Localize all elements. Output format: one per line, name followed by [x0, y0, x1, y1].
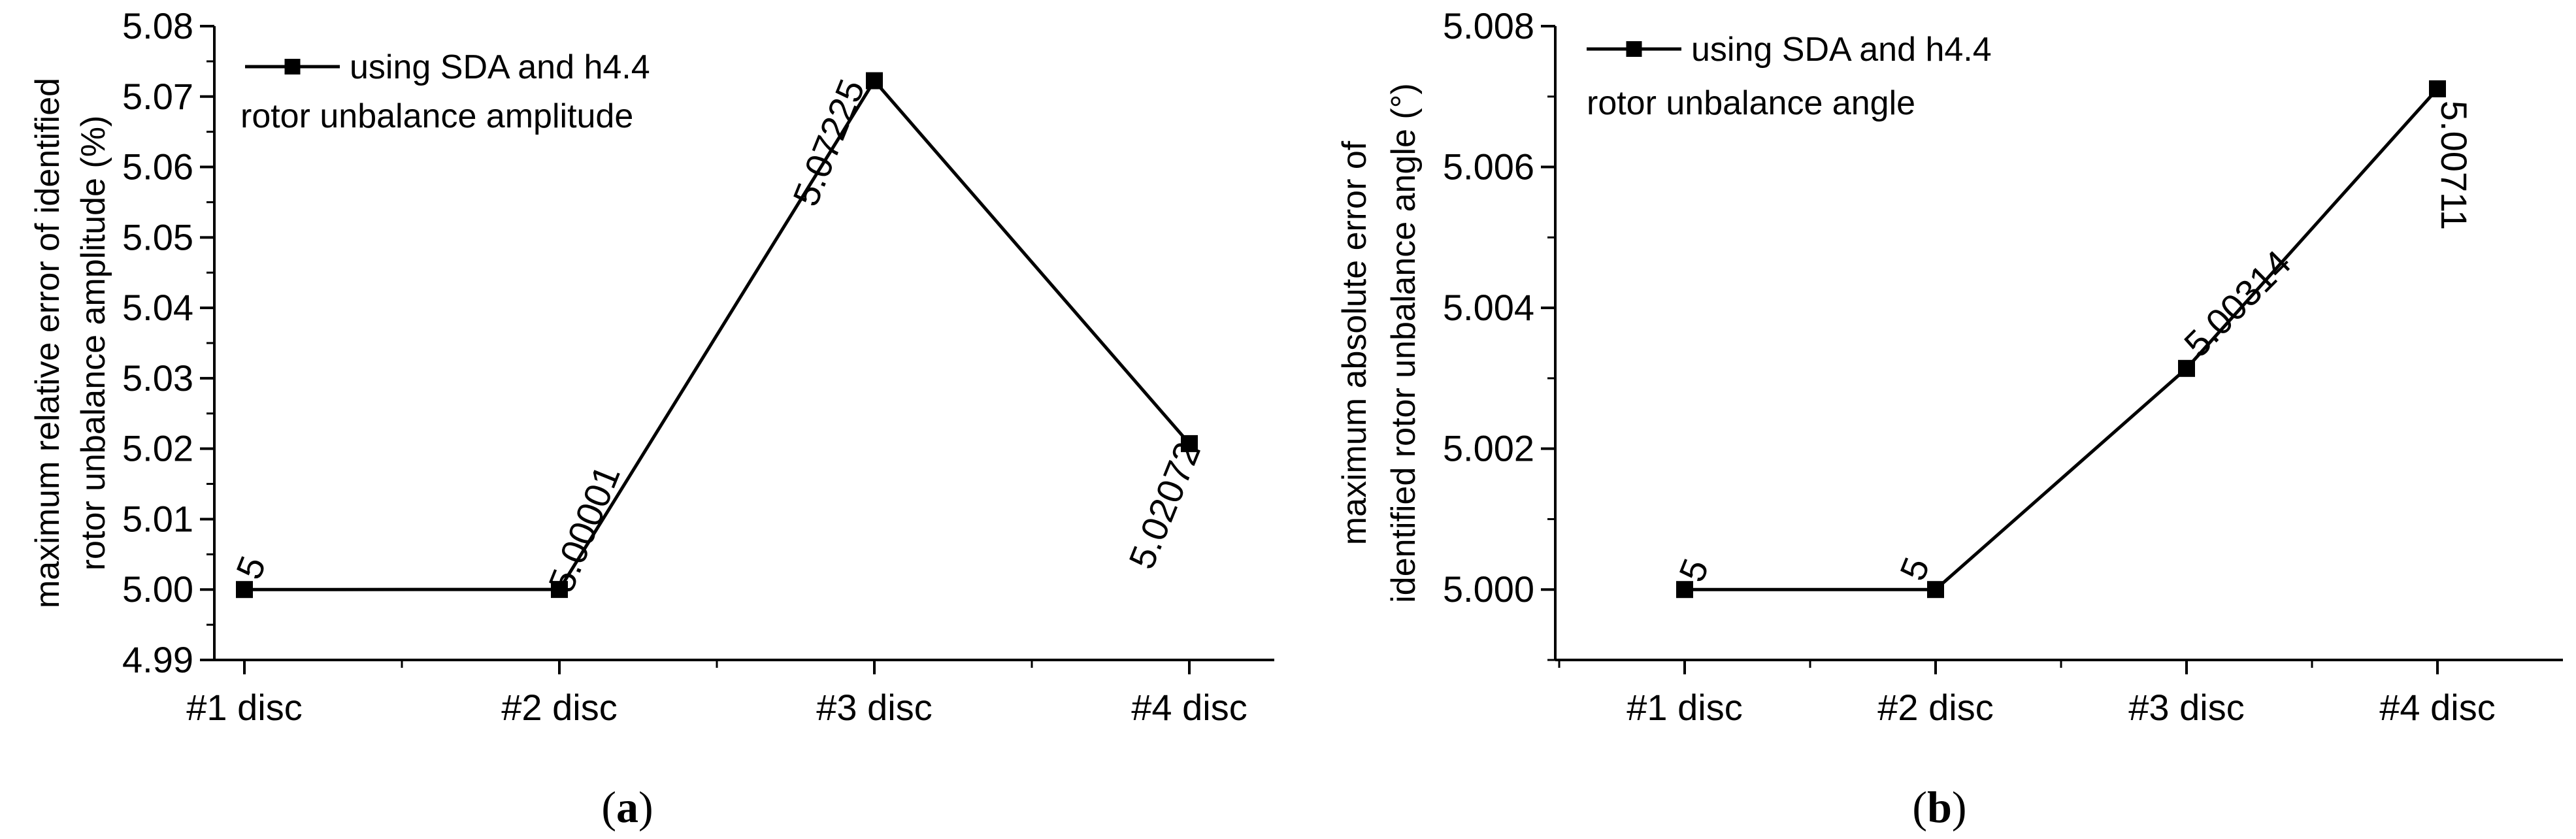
data-point-marker	[236, 581, 253, 599]
chart-panel-a: 4.99 5.00 5.01 5.02 5.03 5.04 5.05 5.06 5.07 5.08…	[29, 5, 1274, 832]
y-axis-title-line: maximum relative error of identified	[29, 78, 67, 608]
y-tick-label: 5.004	[1443, 287, 1534, 328]
x-tick-label: #3 disc	[2128, 687, 2244, 728]
data-label: 5	[228, 550, 274, 584]
data-point-marker	[866, 72, 883, 90]
series-line	[1685, 88, 2439, 591]
data-point-marker	[1181, 435, 1198, 452]
legend-marker	[284, 59, 301, 74]
x-tick-label: #2 disc	[1877, 687, 1993, 728]
y-tick-label: 5.08	[122, 5, 193, 46]
data-label: 5.00711	[2434, 101, 2475, 230]
legend-label: using SDA and h4.4	[350, 48, 650, 86]
x-tick-label: #3 disc	[816, 687, 932, 728]
panel-label-letter: b	[1927, 782, 1952, 832]
data-point-marker	[1676, 581, 1693, 599]
data-label: 5.02072	[1121, 436, 1208, 574]
x-tick-label: #1 disc	[186, 687, 302, 728]
panel-label-open: (	[601, 782, 616, 832]
panel-label-close: )	[638, 782, 653, 832]
y-tick-label: 5.02	[122, 428, 193, 469]
legend-label: using SDA and h4.4	[1691, 31, 1992, 69]
y-tick-label: 5.06	[122, 146, 193, 188]
y-axis-title-line: maximum absolute error of	[1336, 140, 1374, 545]
data-label: 5.00314	[2176, 242, 2299, 365]
y-tick-label: 5.00	[122, 568, 193, 610]
y-tick-label: 5.05	[122, 216, 193, 257]
x-tick-label: #4 disc	[1131, 687, 1247, 728]
y-tick-label: 5.03	[122, 357, 193, 399]
y-tick-label: 5.04	[122, 287, 193, 328]
series-line	[244, 78, 1191, 591]
y-axis-title-line: rotor unbalance amplitude (%)	[74, 116, 112, 571]
y-tick-label: 5.01	[122, 498, 193, 539]
panel-label-open: (	[1912, 782, 1927, 832]
y-tick-label: 5.07	[122, 76, 193, 117]
legend-subtitle: rotor unbalance angle	[1587, 84, 1915, 122]
data-point-marker	[1927, 581, 1944, 599]
data-label: 5.00001	[540, 459, 628, 597]
data-point-marker	[551, 581, 568, 599]
y-tick-label: 5.002	[1443, 428, 1534, 469]
y-axis-title-line: identified rotor unbalance angle (°)	[1385, 83, 1423, 603]
x-tick-label: #2 disc	[501, 687, 617, 728]
panel-label-close: )	[1952, 782, 1967, 832]
panel-label: (a)	[601, 782, 653, 832]
data-point-marker	[2429, 80, 2446, 97]
panel-label: (b)	[1912, 782, 1966, 832]
y-tick-label: 5.000	[1443, 568, 1534, 610]
x-tick-label: #4 disc	[2379, 687, 2495, 728]
data-label: 5	[1892, 551, 1938, 585]
data-point-marker	[2178, 359, 2195, 377]
y-tick-label: 5.008	[1443, 5, 1534, 46]
x-tick-label: #1 disc	[1627, 687, 1742, 728]
y-tick-label: 5.006	[1443, 146, 1534, 188]
data-label: 5.07225	[785, 73, 872, 211]
legend-marker	[1626, 41, 1642, 57]
y-tick-label: 4.99	[122, 639, 193, 680]
legend-subtitle: rotor unbalance amplitude	[240, 97, 633, 135]
panel-label-letter: a	[616, 782, 638, 832]
chart-panel-b: 5.000 5.002 5.004 5.006 5.008 #1 disc #2 disc #…	[1336, 5, 2563, 832]
